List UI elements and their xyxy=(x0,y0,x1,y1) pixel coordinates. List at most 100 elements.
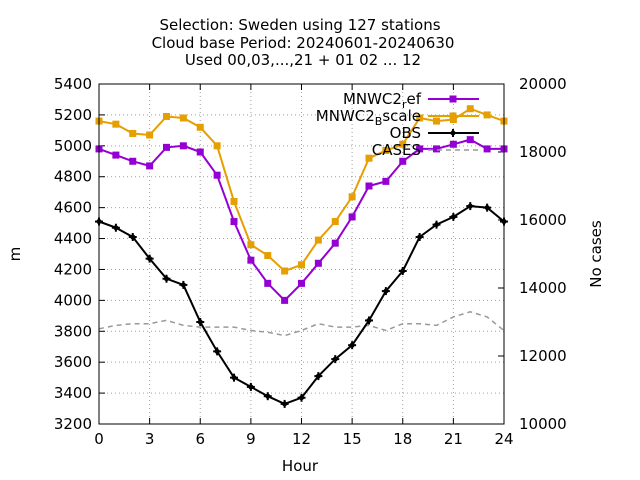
y-tick-label: 3200 xyxy=(54,415,92,433)
data-point-mnwc2-ref xyxy=(466,136,474,144)
x-tick-label: 9 xyxy=(246,430,256,448)
data-point-mnwc2-bscale xyxy=(416,114,424,122)
x-tick-label: 0 xyxy=(94,430,104,448)
series-cases xyxy=(98,311,505,337)
x-tick-label: 21 xyxy=(444,430,463,448)
y-tick-label: 5400 xyxy=(54,75,92,93)
x-tick-label: 15 xyxy=(343,430,362,448)
data-point-mnwc2-ref xyxy=(314,259,322,267)
data-point-mnwc2-ref xyxy=(112,151,120,159)
data-point-mnwc2-bscale xyxy=(129,129,137,137)
chart-title: Selection: Sweden using 127 stations Clo… xyxy=(152,16,455,69)
data-point-obs xyxy=(398,267,407,275)
data-point-mnwc2-bscale xyxy=(331,218,339,226)
legend-label-obs: OBS xyxy=(390,124,421,142)
legend-marker-mnwc2-bscale xyxy=(449,112,457,120)
data-point-obs xyxy=(381,287,390,296)
data-point-obs xyxy=(179,280,188,289)
series-mnwc2-bscale xyxy=(95,105,508,275)
data-point-mnwc2-bscale xyxy=(213,142,221,150)
data-point-obs xyxy=(483,203,492,212)
data-point-mnwc2-bscale xyxy=(348,193,356,201)
data-point-obs xyxy=(331,355,340,364)
data-point-mnwc2-ref xyxy=(365,182,373,190)
y-axis-label: m xyxy=(6,247,24,262)
y-tick-label: 4600 xyxy=(54,199,92,217)
data-point-obs xyxy=(365,316,373,325)
data-point-mnwc2-bscale xyxy=(365,154,373,162)
data-point-obs xyxy=(432,220,441,229)
y2-axis-label: No cases xyxy=(587,220,605,288)
legend-marker-obs xyxy=(449,129,457,137)
title-line-3: Used 00,03,...,21 + 01 02 ... 12 xyxy=(185,51,421,69)
data-point-mnwc2-ref xyxy=(433,145,440,153)
data-point-mnwc2-ref xyxy=(129,157,137,165)
y-tick-label: 3600 xyxy=(54,353,92,371)
plot-frame xyxy=(98,83,505,425)
data-point-obs xyxy=(145,254,154,263)
y-tick-label: 5000 xyxy=(54,137,92,155)
data-point-mnwc2-ref xyxy=(331,239,339,247)
legend-label-mnwc2-ref: MNWC2ref xyxy=(343,90,422,111)
data-point-mnwc2-ref xyxy=(382,177,390,185)
data-point-obs xyxy=(213,347,222,356)
data-point-mnwc2-ref xyxy=(247,256,255,264)
grid xyxy=(99,84,504,424)
data-point-obs xyxy=(449,212,458,221)
x-tick-label: 6 xyxy=(195,430,205,448)
y-tick-label: 3400 xyxy=(54,384,92,402)
data-point-mnwc2-ref xyxy=(399,157,407,165)
data-point-mnwc2-ref xyxy=(179,142,187,150)
y-tick-label: 5200 xyxy=(54,106,92,124)
data-point-obs xyxy=(128,233,137,241)
x-tick-label: 3 xyxy=(145,430,155,448)
y2-tick-label: 16000 xyxy=(519,211,567,229)
data-point-obs xyxy=(348,341,357,350)
data-point-mnwc2-ref xyxy=(348,213,356,221)
data-point-obs xyxy=(162,274,171,283)
x-tick-label: 24 xyxy=(494,430,513,448)
y2-tick-label: 14000 xyxy=(519,279,567,297)
legend-label-cases: CASES xyxy=(372,141,421,159)
data-point-mnwc2-bscale xyxy=(382,146,390,154)
data-point-mnwc2-bscale xyxy=(433,117,440,125)
data-point-mnwc2-bscale xyxy=(230,197,238,205)
data-point-mnwc2-bscale xyxy=(466,105,474,113)
y-tick-label: 4200 xyxy=(54,260,92,278)
data-point-mnwc2-ref xyxy=(264,279,272,287)
data-point-obs xyxy=(466,202,475,211)
data-point-mnwc2-bscale xyxy=(449,116,457,124)
data-point-obs xyxy=(415,233,424,241)
series-obs xyxy=(95,202,508,408)
data-point-mnwc2-bscale xyxy=(314,236,322,244)
y-tick-label: 3800 xyxy=(54,322,92,340)
data-point-mnwc2-bscale xyxy=(298,261,305,269)
axis-ticks: 0 3 6 9 12 15 18 21 24 3200 3400 3600 3800 4000 4200 44… xyxy=(54,75,567,448)
data-point-obs xyxy=(314,372,323,381)
data-point-obs xyxy=(246,382,255,391)
title-line-2: Cloud base Period: 20240601-20240630 xyxy=(152,34,455,52)
x-axis-label: Hour xyxy=(282,457,319,475)
data-point-mnwc2-bscale xyxy=(483,111,491,119)
data-point-mnwc2-bscale xyxy=(179,114,187,122)
data-point-mnwc2-ref xyxy=(281,296,289,304)
data-point-obs xyxy=(230,373,238,382)
data-point-mnwc2-ref xyxy=(416,145,424,153)
data-point-mnwc2-ref xyxy=(230,218,238,226)
data-point-mnwc2-bscale xyxy=(196,123,204,131)
legend-label-mnwc2-bscale: MNWC2Bscale xyxy=(316,107,421,128)
title-line-1: Selection: Sweden using 127 stations xyxy=(159,16,440,34)
data-point-mnwc2-ref xyxy=(449,140,457,148)
data-point-obs xyxy=(263,392,272,401)
x-tick-label: 12 xyxy=(292,430,311,448)
data-point-mnwc2-bscale xyxy=(146,131,154,139)
data-point-mnwc2-ref xyxy=(483,145,491,153)
data-point-mnwc2-ref xyxy=(163,143,170,151)
y2-tick-label: 10000 xyxy=(519,415,567,433)
data-point-mnwc2-bscale xyxy=(399,140,407,148)
data-point-mnwc2-bscale xyxy=(112,120,120,128)
series-layer xyxy=(95,105,508,408)
data-point-obs xyxy=(111,223,120,232)
